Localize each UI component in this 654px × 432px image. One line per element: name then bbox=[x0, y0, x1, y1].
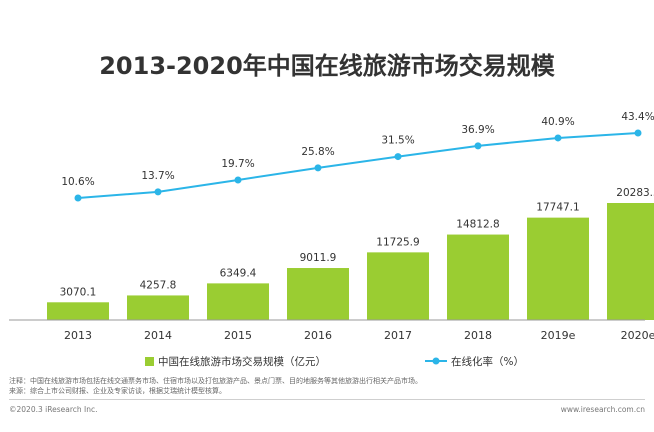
legend-line-marker bbox=[432, 357, 440, 365]
line-series bbox=[74, 129, 642, 202]
bar-2018 bbox=[447, 234, 509, 320]
line-value-label: 10.6% bbox=[61, 176, 94, 188]
bar-value-label: 11725.9 bbox=[376, 236, 419, 248]
x-tick-label: 2015 bbox=[224, 329, 252, 342]
line-point-2016 bbox=[314, 164, 322, 172]
line-point-2017 bbox=[394, 153, 402, 161]
bar-value-label: 9011.9 bbox=[300, 252, 337, 264]
legend-bar-label: 中国在线旅游市场交易规模（亿元） bbox=[158, 355, 326, 368]
footer-divider bbox=[9, 399, 645, 400]
line-value-label: 43.4% bbox=[621, 111, 654, 123]
chart-title: 2013-2020年中国在线旅游市场交易规模 bbox=[99, 52, 556, 80]
bar-value-label: 6349.4 bbox=[220, 267, 257, 279]
line-point-2019e bbox=[554, 134, 562, 142]
bar-value-label: 14812.8 bbox=[456, 219, 499, 231]
legend-line-label: 在线化率（%） bbox=[451, 355, 524, 368]
bar-2015 bbox=[207, 283, 269, 320]
x-tick-label: 2013 bbox=[64, 329, 92, 342]
x-tick-label: 2014 bbox=[144, 329, 172, 342]
line-value-labels: 10.6% 13.7% 19.7% 25.8% 31.5% 36.9% 40.9% 43.4% bbox=[61, 111, 654, 188]
bar-2016 bbox=[287, 268, 349, 320]
note-text: 注释：中国在线旅游市场包括在线交通票务市场、住宿市场以及打包旅游产品、景点门票、… bbox=[9, 377, 422, 385]
source-text: 来源：综合上市公司财报、企业及专家访谈，根据艾瑞统计模型核算。 bbox=[9, 387, 226, 395]
line-value-label: 36.9% bbox=[461, 124, 494, 136]
x-tick-label: 2017 bbox=[384, 329, 412, 342]
line-point-2014 bbox=[154, 188, 162, 196]
legend-bar-swatch bbox=[145, 357, 154, 366]
line-point-2015 bbox=[234, 176, 242, 184]
bar-value-labels: 3070.1 4257.8 6349.4 9011.9 11725.9 14812.8 17… bbox=[60, 187, 654, 298]
bar-series bbox=[47, 203, 654, 320]
line-point-2020e bbox=[634, 129, 642, 137]
bar-value-label: 17747.1 bbox=[536, 202, 579, 214]
line-value-label: 31.5% bbox=[381, 135, 414, 147]
bar-2013 bbox=[47, 302, 109, 320]
line-point-2018 bbox=[474, 142, 482, 150]
line-value-label: 40.9% bbox=[541, 116, 574, 128]
copyright-text: ©2020.3 iResearch Inc. bbox=[9, 405, 98, 414]
legend: 中国在线旅游市场交易规模（亿元） 在线化率（%） bbox=[145, 355, 524, 368]
bar-2017 bbox=[367, 252, 429, 320]
x-tick-label: 2016 bbox=[304, 329, 332, 342]
line-value-label: 19.7% bbox=[221, 158, 254, 170]
line-value-label: 13.7% bbox=[141, 170, 174, 182]
bar-value-label: 4257.8 bbox=[140, 279, 177, 291]
bar-value-label: 20283.5 bbox=[616, 187, 654, 199]
x-tick-label: 2018 bbox=[464, 329, 492, 342]
bar-2020e bbox=[607, 203, 654, 320]
footer-url: www.iresearch.com.cn bbox=[560, 405, 645, 414]
x-tick-label: 2019e bbox=[541, 329, 576, 342]
x-axis-tick-labels: 2013 2014 2015 2016 2017 2018 2019e 2020e bbox=[64, 329, 654, 342]
bar-2019e bbox=[527, 217, 589, 320]
bar-value-label: 3070.1 bbox=[60, 286, 97, 298]
bar-2014 bbox=[127, 295, 189, 320]
line-series-path bbox=[77, 132, 639, 199]
x-tick-label: 2020e bbox=[621, 329, 654, 342]
line-value-label: 25.8% bbox=[301, 146, 334, 158]
line-point-2013 bbox=[74, 194, 82, 202]
